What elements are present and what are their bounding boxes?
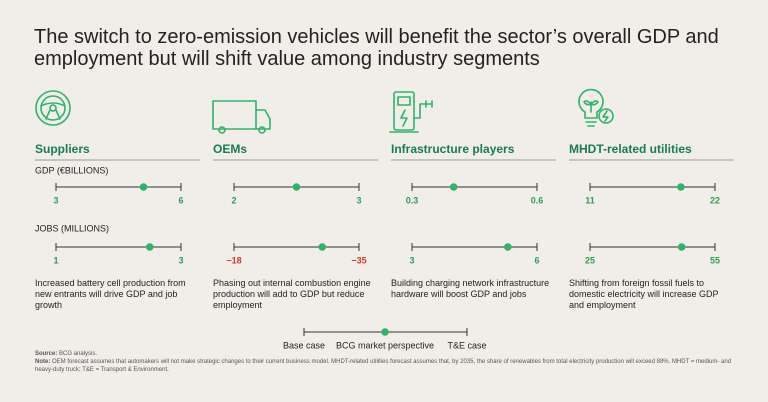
note-text: OEM forecast assumes that automakers wil…: [35, 359, 732, 373]
value-dot: [449, 183, 458, 191]
legend-dot: [381, 328, 389, 336]
description-box: Phasing out internal combustion engine p…: [213, 278, 371, 310]
value-dot: [504, 243, 512, 251]
range-high-label: 6: [534, 255, 539, 265]
range-low-label: 25: [585, 255, 595, 265]
description-box: Increased battery cell production from n…: [35, 278, 186, 310]
metric-label: JOBS (MILLIONS): [35, 223, 109, 233]
range-high-label: 22: [710, 195, 720, 205]
icon-charger: [389, 91, 433, 133]
value-dot: [677, 243, 686, 251]
range-high-label: 6: [178, 195, 183, 205]
description-box: Building charging network infrastructure…: [391, 278, 550, 299]
segment-description: Building charging network infrastructure…: [391, 278, 550, 299]
note-label: Note:: [35, 359, 51, 365]
segment-description: Phasing out internal combustion engine p…: [213, 278, 371, 310]
value-dot: [139, 183, 148, 191]
value-dot: [145, 243, 154, 251]
range-low-label: 3: [409, 255, 414, 265]
range-low-label: 11: [585, 195, 595, 205]
segment-description: Increased battery cell production from n…: [35, 278, 186, 310]
icon-truck: [212, 100, 271, 134]
range-high-label: 3: [178, 255, 183, 265]
legend-label: Base case: [283, 340, 325, 350]
legend-label: BCG market perspective: [336, 340, 434, 350]
segment-name: Suppliers: [35, 142, 90, 156]
segment-name: OEMs: [213, 142, 247, 156]
range-high-label: −35: [351, 255, 366, 265]
title: The switch to zero-emission vehicles wil…: [34, 26, 719, 70]
range-low-label: 1: [53, 255, 58, 265]
range-high-label: 55: [710, 255, 720, 265]
segment-description: Shifting from foreign fossil fuels to do…: [569, 278, 719, 310]
source: Source: BCG analysis.: [35, 350, 735, 358]
description-box: Shifting from foreign fossil fuels to do…: [569, 278, 719, 310]
icon-bulb: [578, 88, 614, 127]
range-low-label: 2: [231, 195, 236, 205]
note: Note: OEM forecast assumes that automake…: [35, 358, 735, 374]
metric-label: GDP (€BILLIONS): [35, 165, 108, 175]
footnote-box: Source: BCG analysis.Note: OEM forecast …: [35, 350, 735, 374]
icon-steering: [35, 90, 71, 126]
range-high-label: 0.6: [531, 195, 544, 205]
segment-name: Infrastructure players: [391, 142, 515, 156]
range-low-label: 0.3: [406, 195, 419, 205]
legend-label: T&E case: [447, 340, 486, 350]
source-text: BCG analysis.: [59, 351, 98, 357]
value-dot: [292, 183, 301, 191]
source-label: Source:: [35, 351, 58, 357]
title-box: The switch to zero-emission vehicles wil…: [34, 26, 719, 70]
value-dot: [318, 243, 327, 251]
range-low-label: −18: [226, 255, 241, 265]
segment-name: MHDT-related utilities: [569, 142, 692, 156]
range-low-label: 3: [53, 195, 58, 205]
value-dot: [677, 183, 685, 191]
range-high-label: 3: [356, 195, 361, 205]
